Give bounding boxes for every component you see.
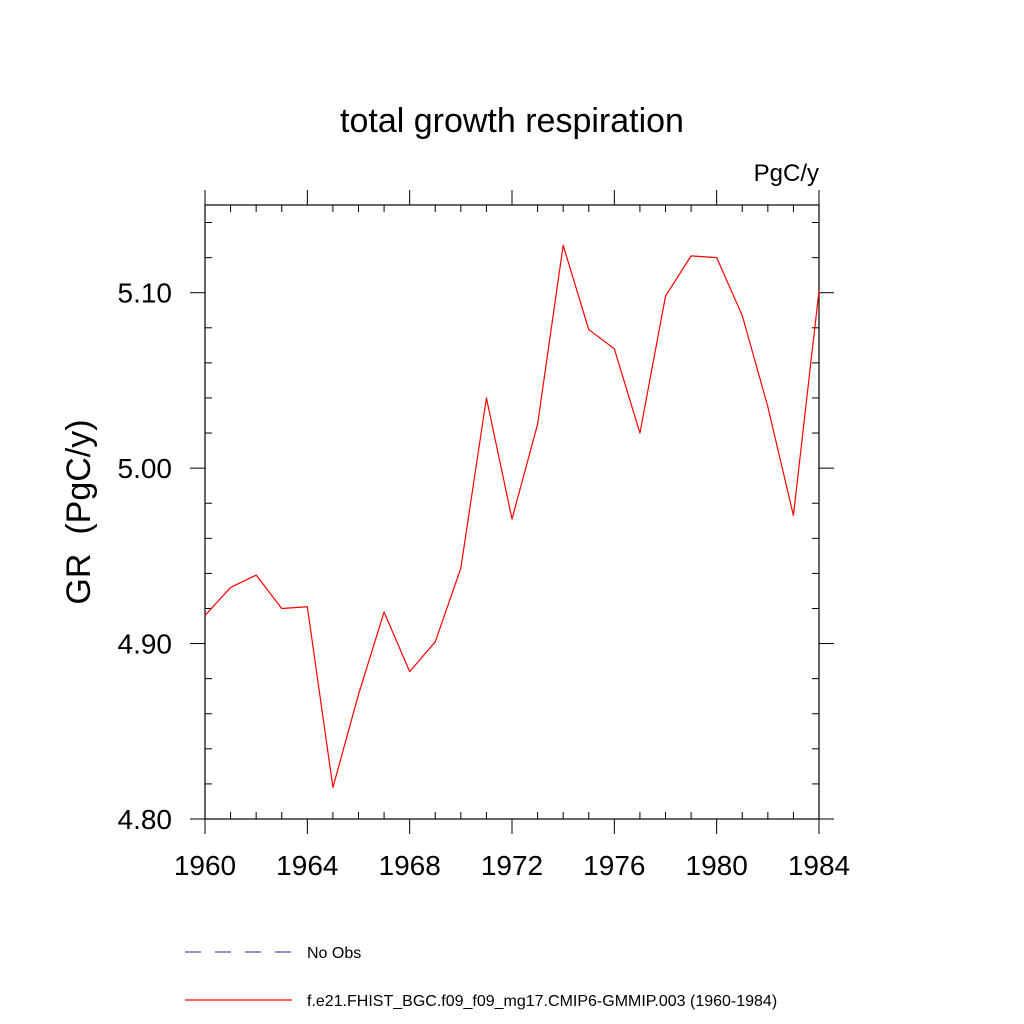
series-line — [204, 244, 820, 789]
y-tick-label: 5.10 — [118, 278, 173, 309]
units-label: PgC/y — [754, 160, 819, 187]
series-group — [204, 244, 820, 789]
x-tick-label: 1968 — [379, 850, 441, 881]
y-axis-label: GR (PgC/y) — [60, 419, 98, 604]
x-tick-label: 1980 — [686, 850, 748, 881]
x-tick-label: 1976 — [583, 850, 645, 881]
legend: No Obs f.e21.FHIST_BGC.f09_f09_mg17.CMIP6… — [185, 945, 777, 1010]
plot-frame — [204, 204, 820, 820]
legend-label: No Obs — [307, 945, 361, 962]
x-tick-label: 1964 — [276, 850, 338, 881]
legend-label: f.e21.FHIST_BGC.f09_f09_mg17.CMIP6-GMMIP… — [307, 993, 777, 1010]
y-tick-label: 4.90 — [118, 629, 173, 660]
x-tick-label: 1984 — [788, 850, 850, 881]
y-tick-label: 5.00 — [118, 453, 173, 484]
axis-ticks — [190, 190, 834, 834]
y-tick-label: 4.80 — [118, 804, 173, 835]
chart-title: total growth respiration — [340, 102, 684, 140]
x-tick-label: 1960 — [174, 850, 236, 881]
x-tick-label: 1972 — [481, 850, 543, 881]
tick-labels: 1960 1964 1968 1972 1976 1980 1984 4.80 4.90 5.00… — [118, 278, 851, 881]
